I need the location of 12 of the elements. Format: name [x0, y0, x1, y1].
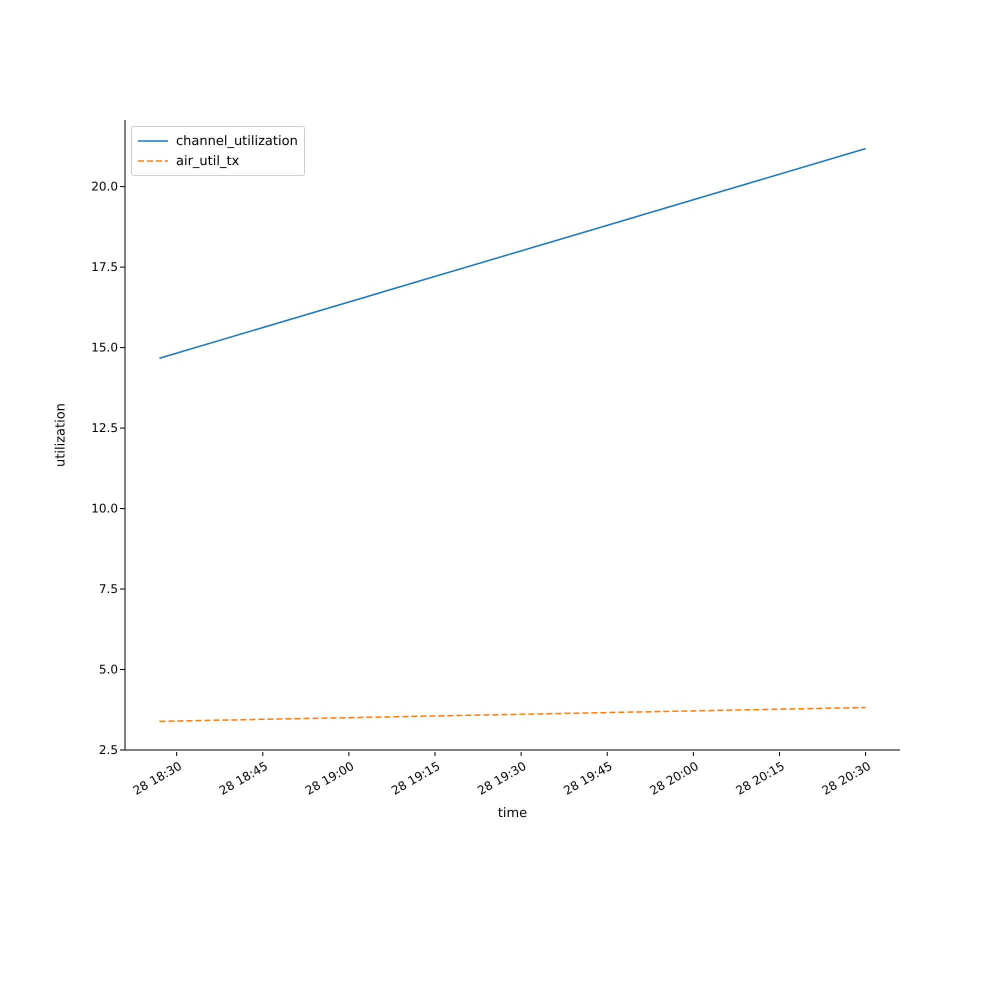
y-tick-label: 17.5 — [91, 260, 118, 274]
y-tick-label: 2.5 — [98, 743, 118, 757]
y-tick-label: 10.0 — [91, 502, 118, 516]
y-tick-label: 20.0 — [91, 180, 118, 194]
legend-label: channel_utilization — [176, 134, 298, 148]
legend-label: air_util_tx — [176, 154, 240, 168]
y-tick-label: 12.5 — [91, 421, 118, 436]
y-tick-label: 15.0 — [91, 340, 118, 355]
x-axis-title: time — [498, 806, 528, 822]
y-tick-label: 5.0 — [98, 662, 118, 677]
y-axis-title: utilization — [54, 403, 69, 467]
y-tick-label: 7.5 — [98, 582, 118, 596]
